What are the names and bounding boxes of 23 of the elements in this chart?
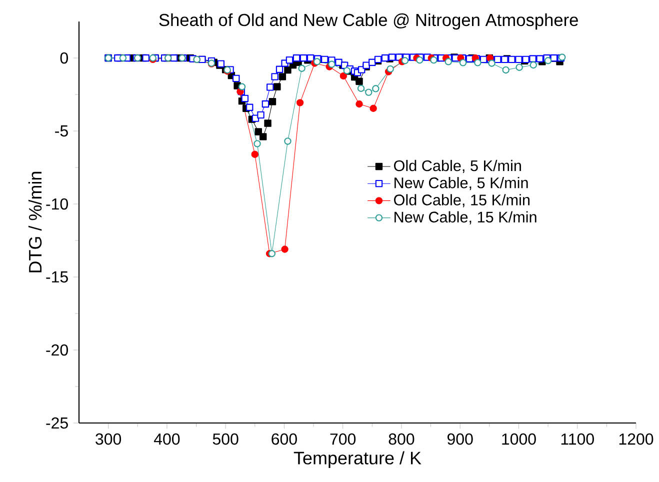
x-tick-label: 400: [154, 433, 180, 445]
legend-label: New Cable, 15 K/min: [394, 211, 536, 224]
legend-label: Old Cable, 5 K/min: [394, 160, 521, 173]
x-tick-label: 500: [212, 433, 238, 445]
x-tick-label: 700: [330, 433, 356, 445]
chart-title: Sheath of Old and New Cable @ Nitrogen Atmosphere: [159, 13, 578, 30]
y-tick-label: -20: [46, 344, 68, 356]
x-tick-label: 900: [448, 433, 473, 445]
x-tick-label: 1100: [561, 433, 594, 445]
y-tick-label: -5: [55, 125, 68, 137]
y-tick-label: -25: [46, 417, 68, 429]
x-tick-label: 300: [96, 433, 122, 445]
x-tick-label: 1200: [619, 433, 654, 445]
legend-label: Old Cable, 15 K/min: [394, 194, 530, 208]
y-tick-label: -10: [46, 198, 68, 210]
x-tick-label: 800: [388, 433, 414, 445]
x-axis-title: Temperature / K: [294, 451, 422, 468]
y-axis-title: DTG / %/min: [28, 172, 42, 272]
x-tick-label: 600: [272, 433, 297, 445]
y-tick-label: 0: [60, 52, 68, 64]
x-tick-label: 1000: [502, 433, 536, 445]
y-tick-label: -15: [46, 271, 68, 283]
legend-label: New Cable, 5 K/min: [394, 177, 528, 190]
